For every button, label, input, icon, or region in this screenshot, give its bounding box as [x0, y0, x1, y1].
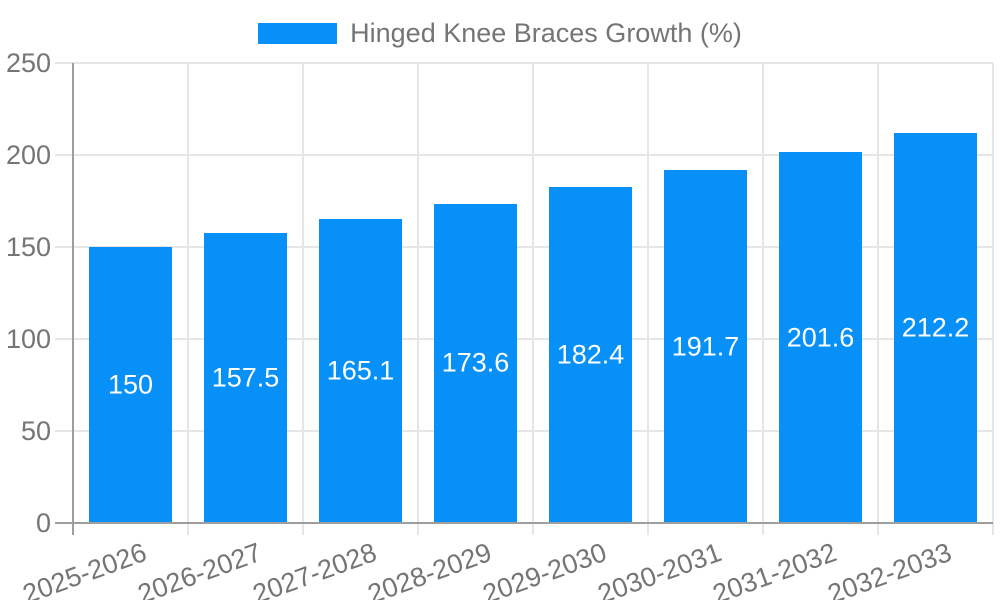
bar: 191.7 [664, 170, 747, 523]
y-tick-label: 50 [20, 416, 51, 446]
bar-value-label: 212.2 [901, 312, 970, 343]
x-gridline [647, 63, 649, 523]
bar-value-label: 173.6 [441, 347, 510, 378]
x-tick-label: 2031-2032 [709, 537, 841, 600]
y-tick-label: 250 [5, 48, 51, 78]
x-axis-line [55, 522, 993, 524]
x-gridline [877, 63, 879, 523]
x-gridline [417, 63, 419, 523]
x-gridline [302, 63, 304, 523]
legend-color-swatch [258, 23, 338, 44]
x-gridline [187, 63, 189, 523]
x-tick-label: 2028-2029 [364, 537, 496, 600]
bar: 212.2 [894, 132, 977, 523]
y-tick-label: 100 [5, 324, 51, 354]
y-tick-label: 0 [35, 508, 51, 538]
y-tickmark [55, 246, 73, 248]
x-gridline [992, 63, 994, 523]
y-tick-label: 150 [5, 232, 51, 262]
x-tickmark [532, 523, 534, 535]
x-tickmark [647, 523, 649, 535]
x-tick-label: 2025-2026 [19, 537, 151, 600]
y-axis-line [72, 63, 74, 535]
x-tick-label: 2029-2030 [479, 537, 611, 600]
x-tickmark [877, 523, 879, 535]
legend-series-label: Hinged Knee Braces Growth (%) [350, 18, 742, 48]
bar-value-label: 201.6 [786, 322, 855, 353]
bar: 201.6 [779, 152, 862, 523]
x-tickmark [187, 523, 189, 535]
x-tickmark [762, 523, 764, 535]
bar: 165.1 [319, 219, 402, 523]
bar: 157.5 [204, 233, 287, 523]
y-tickmark [55, 430, 73, 432]
bar-value-label: 157.5 [211, 362, 280, 393]
y-tickmark [55, 62, 73, 64]
x-tickmark [417, 523, 419, 535]
bar: 173.6 [434, 203, 517, 523]
y-tickmark [55, 154, 73, 156]
bar-value-label: 150 [107, 369, 154, 400]
bar-value-label: 191.7 [671, 331, 740, 362]
x-tick-label: 2030-2031 [594, 537, 726, 600]
x-gridline [762, 63, 764, 523]
x-tick-label: 2026-2027 [134, 537, 266, 600]
bar-value-label: 165.1 [326, 355, 395, 386]
x-tick-label: 2027-2028 [249, 537, 381, 600]
y-tick-label: 200 [5, 140, 51, 170]
x-tickmark [992, 523, 994, 535]
bar-value-label: 182.4 [556, 339, 625, 370]
x-gridline [532, 63, 534, 523]
bar: 182.4 [549, 187, 632, 523]
x-tickmark [302, 523, 304, 535]
bar: 150 [89, 247, 172, 523]
chart-legend[interactable]: Hinged Knee Braces Growth (%) [0, 18, 1000, 49]
y-tickmark [55, 338, 73, 340]
x-tick-label: 2032-2033 [824, 537, 956, 600]
